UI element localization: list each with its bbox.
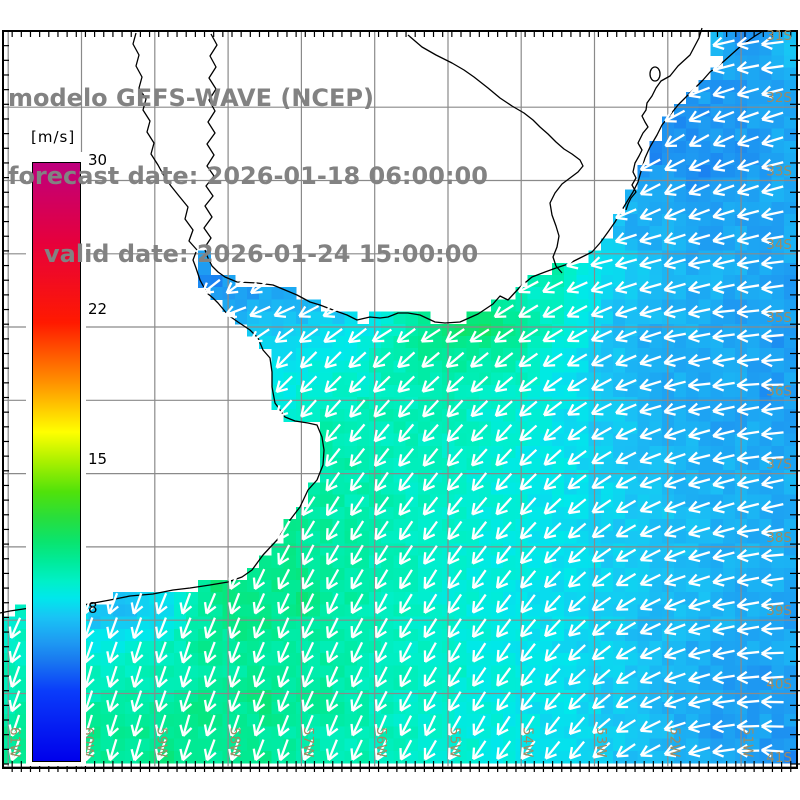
forecast-date: forecast date: 2026-01-18 06:00:00 xyxy=(8,162,488,190)
lon-label: 54W xyxy=(520,727,536,758)
lat-label: 40S xyxy=(766,677,792,693)
wind-direction-arrows xyxy=(8,36,784,762)
lon-label: 51W xyxy=(740,727,756,758)
lat-label: 35S xyxy=(766,310,792,326)
lon-label: 53W xyxy=(593,727,609,758)
colorbar-gradient xyxy=(32,162,81,762)
lat-label: 41S xyxy=(766,750,792,766)
lat-label: 33S xyxy=(766,164,792,180)
lon-label: 56W xyxy=(373,727,389,758)
lon-label: 57W xyxy=(300,727,316,758)
lat-label: 39S xyxy=(766,603,792,619)
lat-label: 31S xyxy=(766,28,792,44)
lon-label: 55W xyxy=(447,727,463,758)
lat-label: 36S xyxy=(766,383,792,399)
colorbar-tick-label: 30 xyxy=(88,151,108,169)
map-frame xyxy=(2,30,798,769)
lat-label: 34S xyxy=(766,237,792,253)
axis-ticks xyxy=(4,32,800,772)
colorbar-tick-label: 8 xyxy=(88,599,98,617)
colorbar-tick-label: 15 xyxy=(88,450,108,468)
colorbar-tick-label: 22 xyxy=(88,300,108,318)
colorbar-unit-label: [m/s] xyxy=(31,128,76,146)
valid-date: valid date: 2026-01-24 15:00:00 xyxy=(44,240,479,268)
lat-lon-gridlines xyxy=(3,31,797,768)
title-block: modelo GEFS-WAVE (NCEP) forecast date: 2… xyxy=(8,33,488,319)
lon-label: 58W xyxy=(227,727,243,758)
lon-label: 59W xyxy=(153,727,169,758)
lon-label: 61W xyxy=(7,727,23,758)
lat-label: 32S xyxy=(766,90,792,106)
lat-label: 38S xyxy=(766,530,792,546)
lat-label: 37S xyxy=(766,457,792,473)
lon-label: 52W xyxy=(666,727,682,758)
model-title: modelo GEFS-WAVE (NCEP) xyxy=(8,84,374,112)
